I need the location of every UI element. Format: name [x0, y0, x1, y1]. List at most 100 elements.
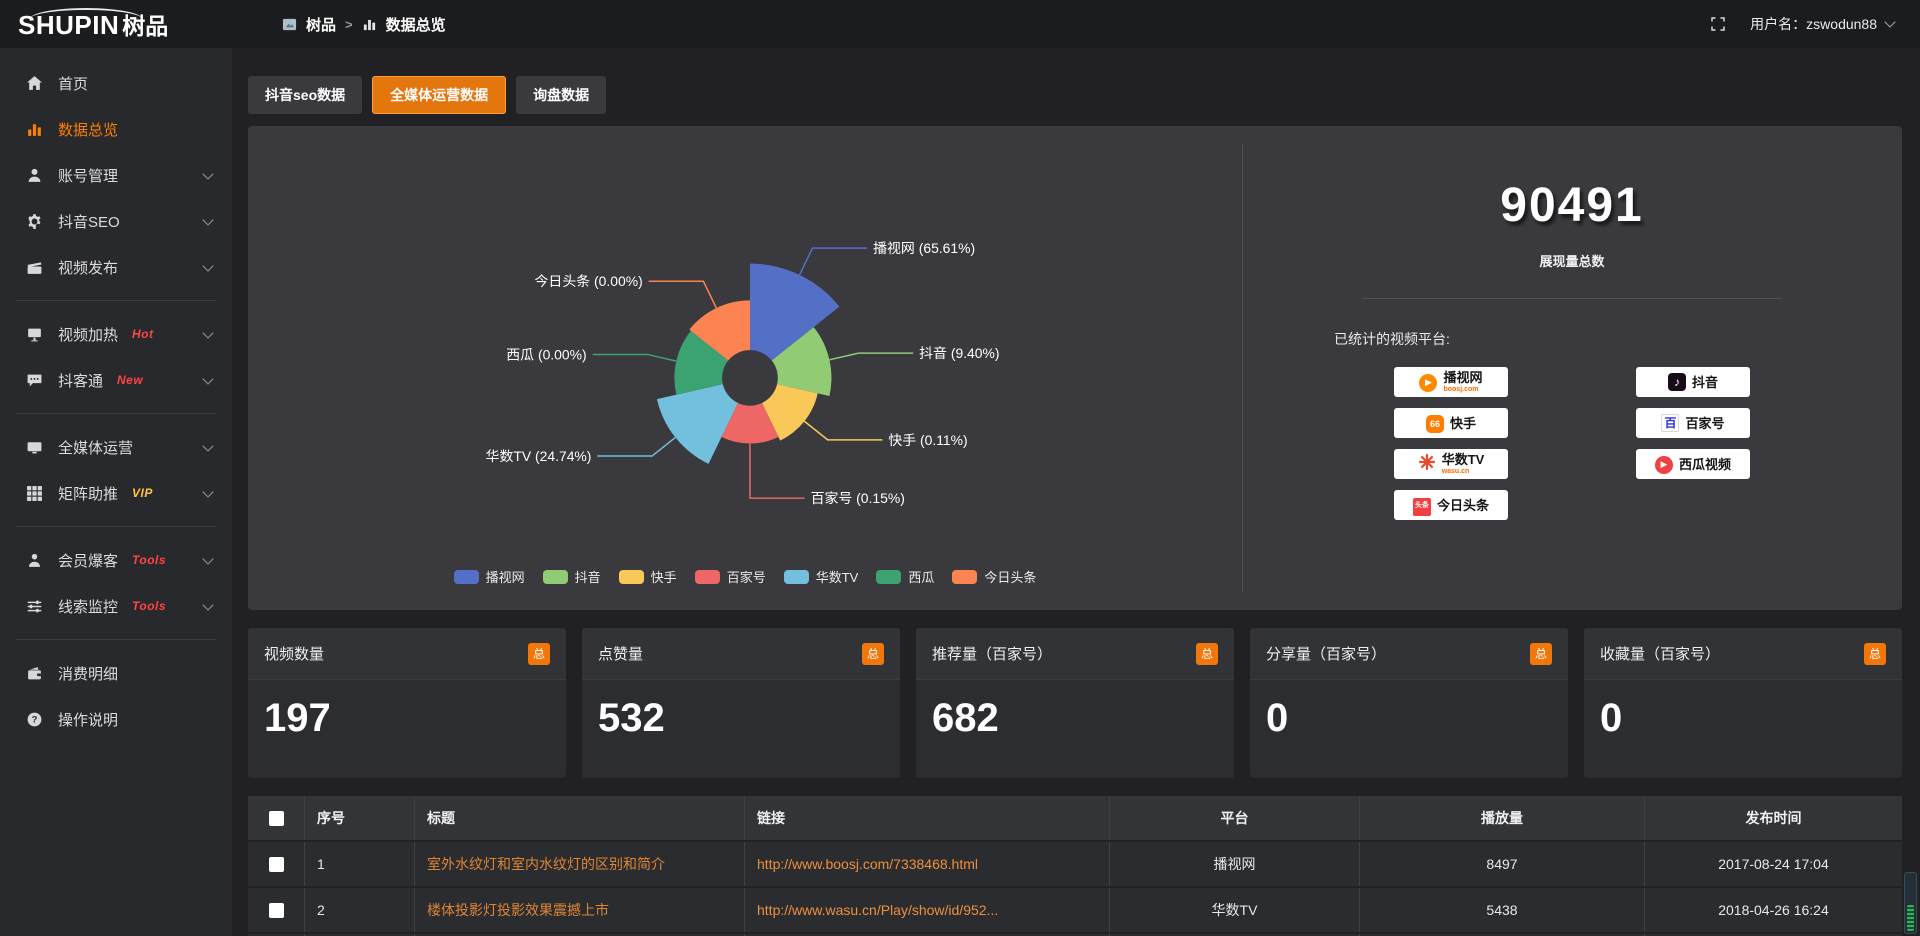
breadcrumb-root[interactable]: 树品: [306, 16, 337, 34]
platform-name: 西瓜视频: [1678, 456, 1731, 472]
sidebar-item-label: 消费明细: [58, 665, 119, 683]
select-all-checkbox[interactable]: [268, 810, 284, 826]
breadcrumb-separator: >: [345, 16, 353, 32]
fullscreen-icon[interactable]: [1710, 16, 1726, 32]
col-platform: 平台: [1109, 796, 1359, 840]
breadcrumb: 树品 > 数据总览: [282, 14, 446, 35]
chevron-down-icon: [202, 372, 214, 385]
sidebar-item[interactable]: 视频发布: [0, 244, 232, 290]
sidebar-item-label: 首页: [58, 75, 89, 93]
platform-name: 华数TV: [1441, 452, 1485, 467]
cell-platform: [1109, 934, 1359, 936]
sidebar-item-label: 账号管理: [58, 167, 119, 185]
cell-title[interactable]: 室外水纹灯和室内水纹灯的区别和简介: [414, 842, 744, 886]
videos-table: 序号 标题 链接 平台 播放量 发布时间 1 室外水纹灯和室内水纹灯的区别和简介…: [248, 796, 1902, 936]
sidebar-item-label: 矩阵助推: [58, 485, 119, 503]
legend-item[interactable]: 抖音: [542, 567, 601, 586]
legend-item[interactable]: 快手: [618, 567, 677, 586]
legend-label: 抖音: [574, 570, 601, 585]
total-impressions-value: 90491: [1500, 179, 1644, 232]
stat-card-header: 分享量（百家号） 总: [1250, 628, 1568, 680]
sidebar-item[interactable]: 抖客通 New: [0, 357, 232, 403]
sidebar-item[interactable]: 抖音SEO: [0, 198, 232, 244]
platform-logo-icon: ♪: [1667, 373, 1686, 391]
stat-card: 分享量（百家号） 总 0: [1250, 628, 1568, 778]
user-menu[interactable]: 用户名：zswodun88: [1750, 14, 1896, 34]
col-title: 标题: [414, 796, 744, 840]
sidebar-item-label: 视频发布: [58, 259, 119, 277]
legend-item[interactable]: 西瓜: [876, 567, 934, 586]
overview-panel: 播视网 (65.61%) 抖音 (9.40%) 快手 (0.11%) 百家号 (0.1…: [248, 126, 1902, 610]
sidebar-item[interactable]: 数据总览: [0, 106, 232, 152]
summary-divider: [1362, 298, 1782, 299]
cell-title[interactable]: [414, 934, 744, 936]
tab-button[interactable]: 全媒体运营数据: [372, 76, 507, 114]
sidebar-item[interactable]: 线索监控 Tools: [0, 583, 232, 629]
legend-item[interactable]: 播视网: [453, 567, 525, 586]
sidebar-item-icon: [24, 166, 44, 184]
sidebar-item[interactable]: 账号管理: [0, 152, 232, 198]
legend-label: 百家号: [726, 570, 766, 585]
platform-badge: 百 百家号: [1636, 408, 1750, 438]
svg-text:播视网 (65.61%): 播视网 (65.61%): [873, 240, 975, 256]
stat-card: 点赞量 总 532: [582, 628, 900, 778]
chevron-down-icon: [202, 259, 214, 272]
cell-seq: 1: [304, 842, 414, 886]
stat-card-value: 0: [1266, 696, 1289, 740]
total-badge: 总: [862, 642, 884, 665]
table-header-row: 序号 标题 链接 平台 播放量 发布时间: [248, 796, 1902, 840]
sidebar-item[interactable]: 首页: [0, 60, 232, 106]
cell-link[interactable]: http://www.boosj.com/7338468.html: [744, 842, 1109, 886]
chevron-down-icon: [1884, 16, 1896, 28]
sidebar-item-icon: [24, 664, 44, 682]
sidebar-item[interactable]: 视频加热 Hot: [0, 311, 232, 357]
sidebar-item[interactable]: 消费明细: [0, 650, 232, 696]
breadcrumb-current-icon: [362, 17, 377, 32]
platform-logo-icon: ▶: [1654, 454, 1673, 474]
cell-title[interactable]: 楼体投影灯投影效果震撼上市: [414, 888, 744, 932]
row-checkbox[interactable]: [268, 902, 284, 918]
sidebar-item[interactable]: 全媒体运营: [0, 424, 232, 470]
stat-card-header: 视频数量 总: [248, 628, 566, 680]
platform-name: 快手: [1449, 415, 1476, 431]
sidebar-item[interactable]: 矩阵助推 VIP: [0, 470, 232, 516]
legend-item[interactable]: 华数TV: [783, 567, 859, 586]
sidebar-item-label: 全媒体运营: [58, 439, 134, 457]
chevron-down-icon: [202, 439, 214, 452]
sidebar-item-icon: [24, 120, 44, 138]
legend-item[interactable]: 今日头条: [952, 567, 1036, 586]
platform-name: 抖音: [1691, 374, 1718, 390]
breadcrumb-current[interactable]: 数据总览: [385, 16, 446, 34]
tab-button[interactable]: 询盘数据: [516, 76, 607, 114]
rose-chart-svg: 播视网 (65.61%) 抖音 (9.40%) 快手 (0.11%) 百家号 (0.1…: [486, 240, 1000, 506]
stat-card-value: 532: [598, 696, 665, 740]
row-checkbox[interactable]: [268, 856, 284, 872]
legend-item[interactable]: 百家号: [694, 567, 766, 586]
platform-logo-icon: 66: [1425, 414, 1444, 433]
platform-badge: 66 快手: [1394, 408, 1508, 438]
legend-label: 华数TV: [815, 570, 859, 585]
sidebar-item-label: 抖音SEO: [58, 213, 120, 231]
chevron-down-icon: [202, 598, 214, 611]
legend-swatch: [694, 569, 720, 584]
cell-plays: 5438: [1359, 888, 1644, 932]
sidebar-item-icon: [24, 212, 44, 230]
stat-card-header: 推荐量（百家号） 总: [916, 628, 1234, 680]
platform-badge: 头条 今日头条: [1394, 490, 1508, 520]
chart-legend: 播视网 抖音 快手 百家号: [248, 567, 1242, 586]
sidebar-item-icon: [24, 258, 44, 276]
stat-card: 收藏量（百家号） 总 0: [1584, 628, 1902, 778]
scrollbar-thumb[interactable]: [1907, 905, 1914, 931]
stat-card-value: 0: [1600, 696, 1623, 740]
cell-seq: [304, 934, 414, 936]
platform-badges-left: ▶ 播视网 boosj.com 66 快手: [1394, 367, 1508, 520]
cell-link[interactable]: [744, 934, 1109, 936]
sidebar-item[interactable]: 会员爆客 Tools: [0, 537, 232, 583]
cell-platform: 播视网: [1109, 842, 1359, 886]
tab-button[interactable]: 抖音seo数据: [248, 76, 363, 114]
stat-card: 视频数量 总 197: [248, 628, 566, 778]
legend-label: 今日头条: [984, 570, 1037, 585]
table-row: 2 楼体投影灯投影效果震撼上市 http://www.wasu.cn/Play/…: [248, 886, 1902, 932]
sidebar-item[interactable]: ? 操作说明: [0, 696, 232, 742]
cell-link[interactable]: http://www.wasu.cn/Play/show/id/952...: [744, 888, 1109, 932]
